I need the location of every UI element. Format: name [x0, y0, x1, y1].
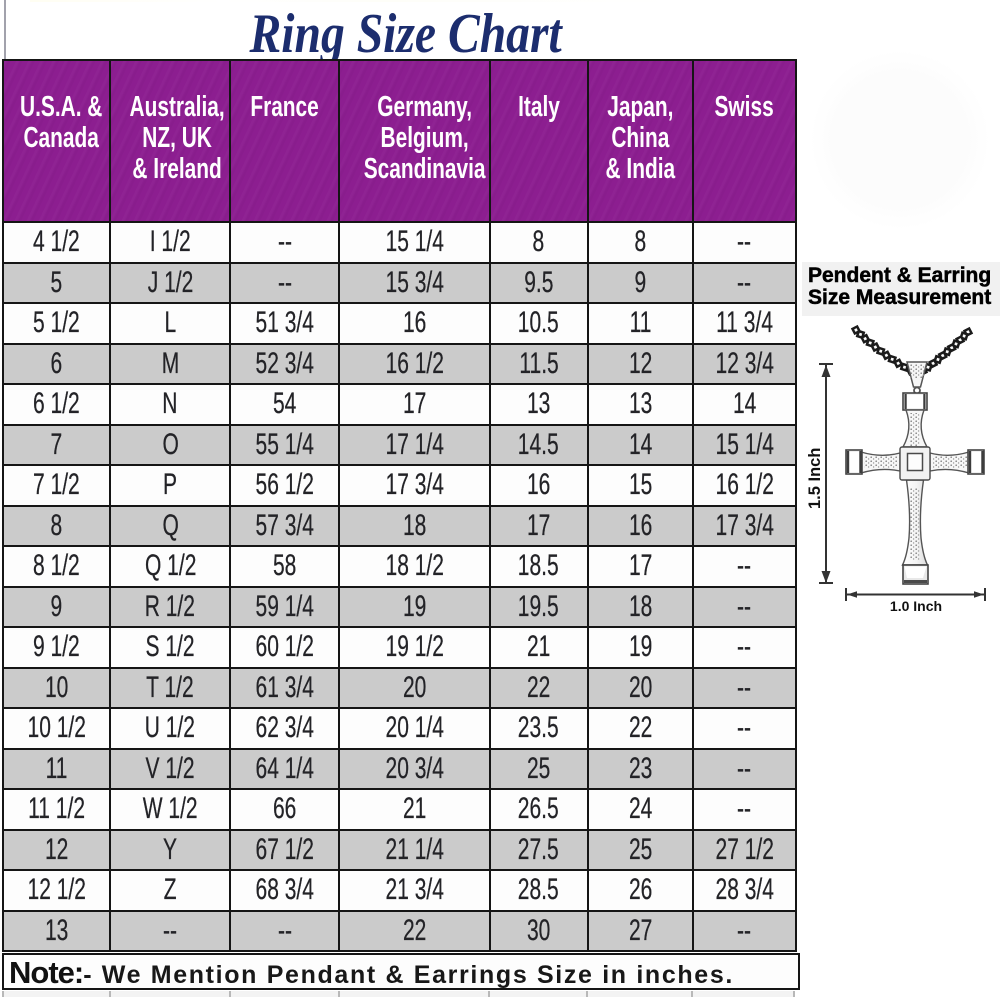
svg-text:1.0 Inch: 1.0 Inch: [890, 598, 942, 614]
svg-text:1.5 Inch: 1.5 Inch: [806, 448, 824, 509]
